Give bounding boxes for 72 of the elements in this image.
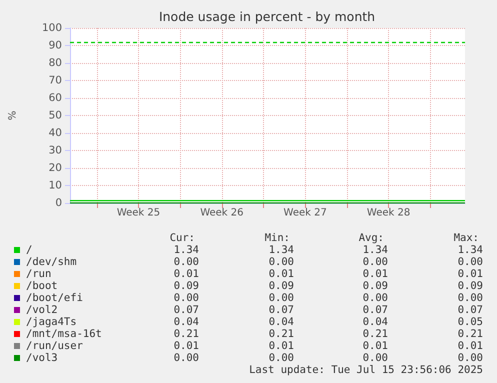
text: 0.09	[268, 280, 294, 292]
y-tick-label: 70	[48, 74, 62, 86]
legend-label: /boot	[26, 280, 58, 292]
legend-label: /run	[26, 268, 52, 280]
x-tick-label: Week 26	[200, 208, 244, 218]
text: 0.21	[458, 328, 483, 340]
legend-label: /vol3	[26, 352, 58, 364]
text: 0.01	[362, 268, 388, 280]
text: 0.00	[458, 352, 483, 364]
legend-label: /run/user	[26, 340, 83, 352]
x-tick-label: Week 25	[116, 208, 160, 218]
text: 0.00	[362, 292, 388, 304]
text: 0.01	[174, 268, 199, 280]
text: 0.09	[174, 280, 199, 292]
legend-label: /boot/efi	[26, 292, 83, 304]
text: 0.00	[174, 292, 199, 304]
text: 0.00	[174, 256, 199, 268]
text: Min:	[264, 232, 290, 244]
text: 0.01	[268, 340, 294, 352]
legend-label: /vol2	[26, 304, 58, 316]
text: 0.00	[268, 352, 294, 364]
text: 0.07	[174, 304, 199, 316]
text: 0.09	[362, 280, 388, 292]
x-tick-label: Week 27	[284, 208, 327, 218]
text: 0.00	[268, 292, 294, 304]
text: 0.07	[458, 304, 483, 316]
y-tick-label: 60	[48, 92, 62, 104]
text: 0.00	[458, 256, 483, 268]
y-tick-label: 40	[48, 127, 62, 139]
text: 0.00	[174, 352, 199, 364]
text: 0.09	[458, 280, 483, 292]
x-tick-label: Week 28	[366, 208, 410, 218]
y-tick-label: 100	[42, 22, 62, 34]
text: 1.34	[362, 244, 388, 256]
text: 0.00	[458, 292, 483, 304]
text: 0.04	[268, 316, 294, 328]
text: 1.34	[458, 244, 483, 256]
text: 0.01	[458, 340, 483, 352]
text: Max:	[454, 232, 479, 244]
y-tick-label: 90	[48, 40, 62, 52]
text: 0.00	[268, 256, 294, 268]
text: 0.00	[362, 352, 388, 364]
text: 0.05	[458, 316, 483, 328]
text: 0.07	[362, 304, 388, 316]
y-tick-label: 0	[55, 197, 62, 209]
text: 0.04	[174, 316, 199, 328]
y-tick-label: 10	[48, 180, 62, 192]
legend-label: /dev/shm	[26, 256, 77, 268]
text: 0.01	[174, 340, 199, 352]
text: 0.04	[362, 316, 388, 328]
text: 0.01	[362, 340, 388, 352]
text: 0.21	[362, 328, 388, 340]
y-tick-label: 30	[48, 144, 62, 156]
text: Cur:	[170, 232, 195, 244]
legend-label: /jaga4Ts	[26, 316, 77, 328]
y-axis-title: %	[8, 110, 18, 120]
text: 1.34	[268, 244, 294, 256]
text: 0.01	[268, 268, 294, 280]
legend-label: /	[26, 244, 32, 256]
text: Avg:	[358, 232, 384, 244]
y-tick-label: 20	[48, 162, 62, 174]
legend-label: /mnt/msa-16t	[26, 328, 102, 340]
text: 0.21	[268, 328, 294, 340]
text: 0.07	[268, 304, 294, 316]
text: 0.00	[362, 256, 388, 268]
text: Last update: Tue Jul 15 23:56:06 2025	[249, 364, 483, 376]
y-tick-label: 80	[48, 57, 62, 69]
text: 1.34	[174, 244, 199, 256]
chart-title: Inode usage in percent - by month	[158, 9, 376, 24]
text: 0.21	[174, 328, 199, 340]
text: 0.01	[458, 268, 483, 280]
y-tick-label: 50	[48, 110, 62, 122]
